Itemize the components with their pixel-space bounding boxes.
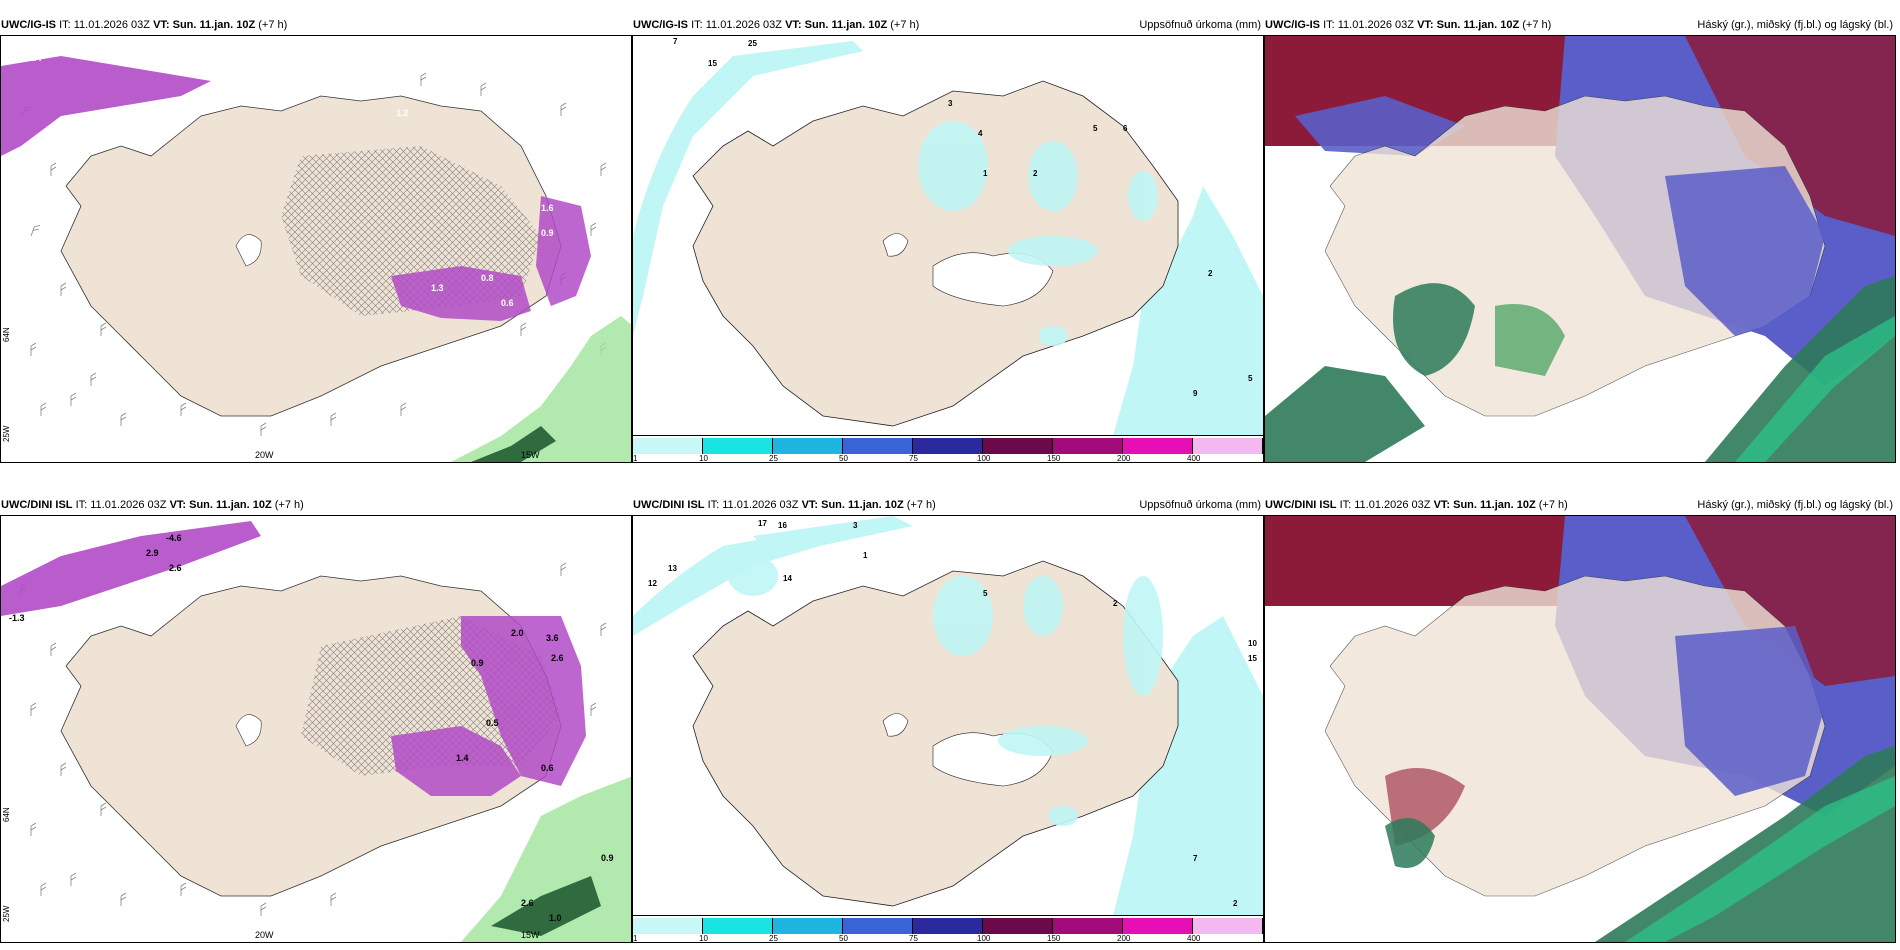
value-label: 15 [708, 59, 717, 68]
value-label: 12 [648, 579, 657, 588]
panel-header: UWC/DINI ISL IT: 11.01.2026 03Z VT: Sun.… [633, 499, 1261, 511]
cloud-map-panel-bottom [1264, 515, 1896, 943]
precip-map-svg: 17 16 13 12 3 1 10 15 14 2 5 7 2 [633, 516, 1263, 916]
colorbar-tick: 10 [699, 454, 708, 463]
value-label: 5 [983, 589, 988, 598]
value-label: 5 [1093, 124, 1098, 133]
colorbar-tick: 50 [839, 454, 848, 463]
axis-label: 25W [2, 425, 11, 442]
precip-map-svg: 7 25 15 3 4 2 5 1 6 2 9 5 [633, 36, 1263, 436]
axis-label: 20W [255, 930, 274, 940]
panel-header: UWC/IG-IS IT: 11.01.2026 03Z VT: Sun. 11… [1, 19, 288, 31]
value-label: 25 [748, 39, 757, 48]
value-label: 1.4 [456, 753, 469, 763]
cloud-map-svg [1265, 516, 1895, 942]
value-label: 0.9 [601, 853, 614, 863]
value-label: 0.5 [151, 138, 164, 148]
value-label: 0.9 [471, 658, 484, 668]
colorbar-tick: 150 [1047, 454, 1061, 463]
value-label: 0.6 [541, 763, 554, 773]
colorbar-tick: 25 [769, 934, 778, 943]
colorbar: 1 10 25 50 75 100 150 200 400 [633, 435, 1263, 462]
cloud-map-svg [1265, 36, 1895, 462]
value-label: 2 [1233, 899, 1238, 908]
colorbar-tick: 100 [977, 934, 991, 943]
value-label: 1.1 [171, 53, 184, 63]
axis-label: 15W [521, 450, 540, 460]
value-label: 1.6 [541, 203, 554, 213]
value-label: 0.8 [481, 273, 494, 283]
wind-map-svg: 20W 15W 64N 25W 1.4 1.1 1.0 0.7 0.5 1.6 … [1, 36, 631, 462]
value-label: 1.0 [191, 53, 204, 63]
value-label: 0.7 [161, 98, 174, 108]
value-label: -1.3 [9, 613, 25, 623]
colorbar-tick: 50 [839, 934, 848, 943]
value-label: 7 [673, 37, 678, 46]
value-label: -4.6 [166, 533, 182, 543]
value-label: 6 [1123, 124, 1128, 133]
precip-map-panel-top: 7 25 15 3 4 2 5 1 6 2 9 5 1 10 25 50 75 … [632, 35, 1264, 463]
value-label: 2.9 [146, 548, 159, 558]
wind-map-panel-top: 20W 15W 64N 25W 1.4 1.1 1.0 0.7 0.5 1.6 … [0, 35, 632, 463]
precip-map-panel-bottom: 17 16 13 12 3 1 10 15 14 2 5 7 2 1 10 25… [632, 515, 1264, 943]
colorbar-tick: 100 [977, 454, 991, 463]
cloud-map-panel-top [1264, 35, 1896, 463]
colorbar-tick: 200 [1117, 454, 1131, 463]
value-label: 1.3 [431, 283, 444, 293]
panel-header: UWC/DINI ISL IT: 11.01.2026 03Z VT: Sun.… [1, 499, 304, 511]
colorbar-tick: 10 [699, 934, 708, 943]
wind-map-svg: 20W 15W 64N 25W -1.3 2.9 2.6 -4.6 0.9 0.… [1, 516, 631, 942]
colorbar-tick: 1 [633, 934, 638, 943]
value-label: 2.0 [511, 628, 524, 638]
panel-header: UWC/DINI ISL IT: 11.01.2026 03Z VT: Sun.… [1265, 499, 1893, 511]
value-label: 16 [778, 521, 787, 530]
axis-label: 64N [2, 327, 11, 342]
panel-header: UWC/IG-IS IT: 11.01.2026 03Z VT: Sun. 11… [633, 19, 1261, 31]
colorbar-tick: 150 [1047, 934, 1061, 943]
axis-label: 15W [521, 930, 540, 940]
value-label: 0.5 [486, 718, 499, 728]
value-label: 0.6 [501, 298, 514, 308]
colorbar-tick: 75 [909, 454, 918, 463]
axis-label: 20W [255, 450, 274, 460]
value-label: 9 [1193, 389, 1198, 398]
colorbar-tick: 1 [633, 454, 638, 463]
value-label: 14 [783, 574, 792, 583]
colorbar-tick: 25 [769, 454, 778, 463]
value-label: 1.2 [396, 108, 409, 118]
colorbar: 1 10 25 50 75 100 150 200 400 [633, 915, 1263, 942]
value-label: 15 [1248, 654, 1257, 663]
panel-header: UWC/IG-IS IT: 11.01.2026 03Z VT: Sun. 11… [1265, 19, 1893, 31]
value-label: 1 [863, 551, 868, 560]
value-label: 6.0 [496, 420, 509, 430]
value-label: 7 [1193, 854, 1198, 863]
value-label: 3 [853, 521, 858, 530]
value-label: 17 [758, 519, 767, 528]
value-label: 5 [1248, 374, 1253, 383]
wind-map-panel-bottom: 20W 15W 64N 25W -1.3 2.9 2.6 -4.6 0.9 0.… [0, 515, 632, 943]
value-label: 3 [948, 99, 953, 108]
colorbar-tick: 400 [1187, 934, 1201, 943]
value-label: 2.6 [521, 898, 534, 908]
value-label: 3.6 [546, 633, 559, 643]
axis-label: 64N [2, 807, 11, 822]
value-label: 2.6 [551, 653, 564, 663]
value-label: 0.9 [541, 228, 554, 238]
colorbar-tick: 400 [1187, 454, 1201, 463]
value-label: 2 [1113, 599, 1118, 608]
value-label: 1.0 [549, 913, 562, 923]
value-label: 2 [1208, 269, 1213, 278]
colorbar-tick: 200 [1117, 934, 1131, 943]
value-label: 13 [668, 564, 677, 573]
value-label: 1 [983, 169, 988, 178]
value-label: 2.6 [169, 563, 182, 573]
value-label: 2 [1033, 169, 1038, 178]
colorbar-tick: 75 [909, 934, 918, 943]
value-label: 1.4 [29, 53, 42, 63]
axis-label: 25W [2, 905, 11, 922]
value-label: 4 [978, 129, 983, 138]
value-label: 10 [1248, 639, 1257, 648]
